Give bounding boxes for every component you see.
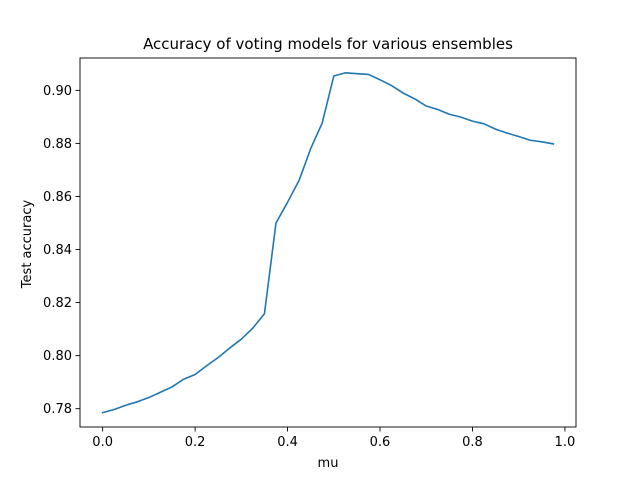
y-tick-label: 0.84 [43,243,72,258]
x-tick-label: 0.0 [92,435,113,450]
y-tick-label: 0.78 [43,402,72,417]
y-tick-label: 0.86 [43,190,72,205]
x-tick-label: 0.6 [370,435,391,450]
x-axis-label: mu [318,456,339,471]
y-axis-label: Test accuracy [20,200,35,290]
series-line [101,72,555,414]
y-tick-label: 0.88 [43,137,72,152]
y-tick-label: 0.80 [43,349,72,364]
plot-area [101,72,555,414]
axes-frame [79,57,577,428]
chart-title: Accuracy of voting models for various en… [143,35,513,53]
x-tick-label: 1.0 [555,435,576,450]
x-tick-label: 0.2 [185,435,206,450]
y-tick-label: 0.82 [43,296,72,311]
y-tick-label: 0.90 [43,84,72,99]
x-tick-label: 0.8 [462,435,483,450]
axes-ticks: 0.0 0.2 0.4 0.6 0.8 1.0 0.78 0.80 0.82 0.84 0.86 0.… [43,57,577,450]
x-tick-label: 0.4 [277,435,298,450]
